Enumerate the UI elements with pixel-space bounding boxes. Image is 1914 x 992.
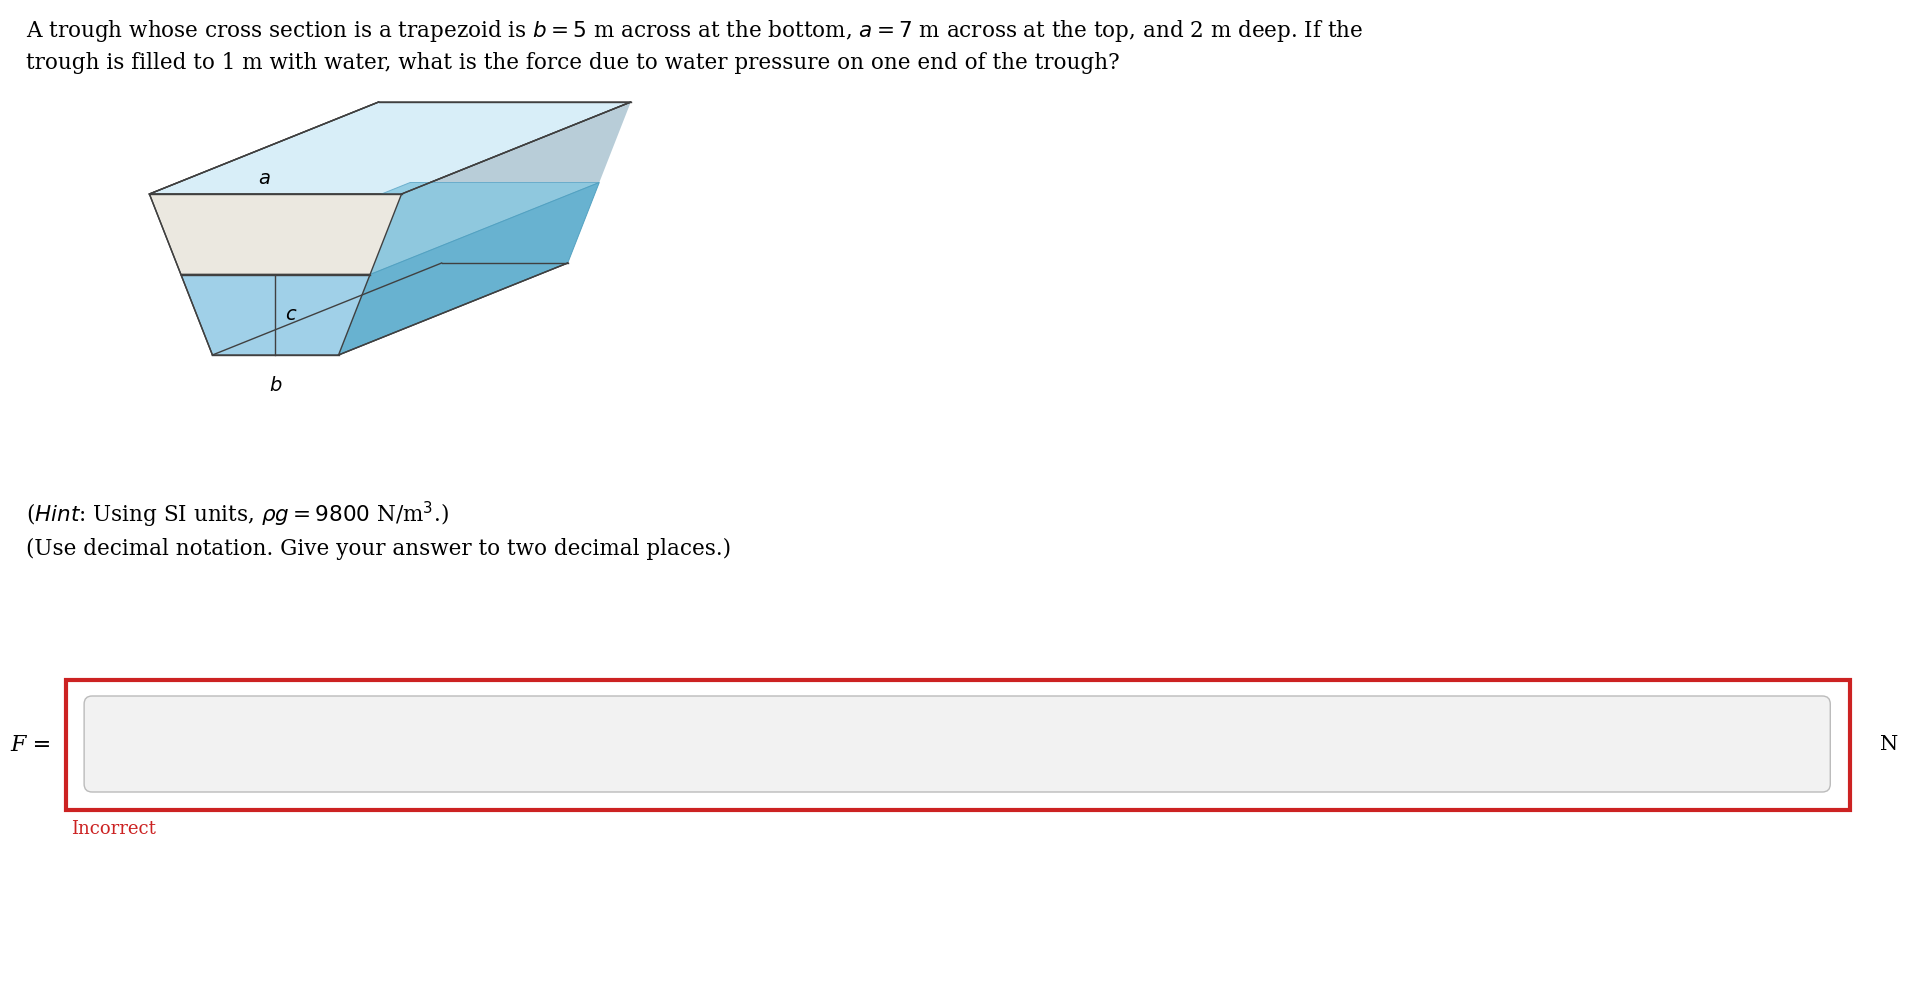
Text: $a$: $a$ xyxy=(258,170,270,188)
Text: $c$: $c$ xyxy=(285,306,297,324)
Polygon shape xyxy=(149,194,402,275)
Text: (Use decimal notation. Give your answer to two decimal places.): (Use decimal notation. Give your answer … xyxy=(27,538,731,560)
Text: ($Hint$: Using SI units, $\rho g = 9800$ N/m$^3$.): ($Hint$: Using SI units, $\rho g = 9800$… xyxy=(27,500,450,530)
Polygon shape xyxy=(339,102,632,355)
Text: F =: F = xyxy=(10,734,52,756)
Text: trough is filled to 1 m with water, what is the force due to water pressure on o: trough is filled to 1 m with water, what… xyxy=(27,52,1120,74)
Polygon shape xyxy=(182,183,599,275)
FancyBboxPatch shape xyxy=(67,680,1851,810)
Text: Incorrect: Incorrect xyxy=(71,820,157,838)
Text: N: N xyxy=(1880,735,1899,755)
Polygon shape xyxy=(339,183,599,355)
Polygon shape xyxy=(182,275,369,355)
Polygon shape xyxy=(149,102,442,355)
Polygon shape xyxy=(212,263,568,355)
Text: 490000: 490000 xyxy=(105,730,180,750)
FancyBboxPatch shape xyxy=(84,696,1830,792)
Text: $b$: $b$ xyxy=(268,376,281,395)
Polygon shape xyxy=(149,102,632,194)
Text: A trough whose cross section is a trapezoid is $b = 5$ m across at the bottom, $: A trough whose cross section is a trapez… xyxy=(27,18,1363,44)
